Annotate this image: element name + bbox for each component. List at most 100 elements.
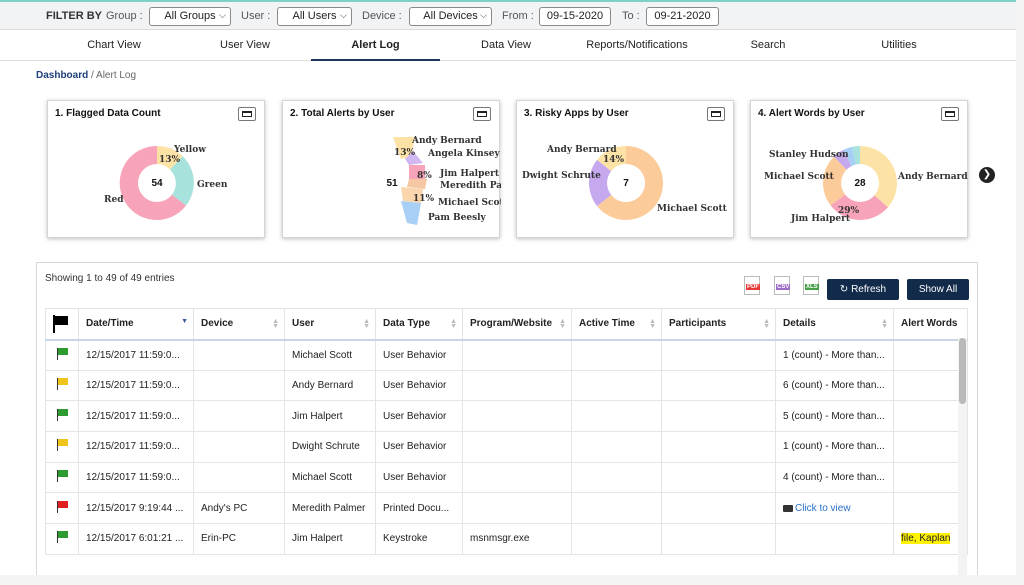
cell-datetime: 12/15/2017 11:59:0... bbox=[78, 339, 194, 371]
table-row[interactable]: 12/15/2017 11:59:0... Michael Scott User… bbox=[45, 339, 968, 371]
cell-details: 5 (count) - More than... bbox=[775, 400, 894, 433]
cell-details[interactable]: Click to view bbox=[775, 492, 894, 525]
cell-details: 1 (count) - More than... bbox=[775, 339, 894, 371]
legend-michael-scott: Michael Scott bbox=[438, 198, 501, 208]
cell-user: Jim Halpert bbox=[284, 523, 376, 555]
tab-chart-view[interactable]: Chart View bbox=[87, 39, 141, 51]
slice-jim-halpert bbox=[830, 194, 888, 220]
refresh-button[interactable]: ↻ Refresh bbox=[827, 279, 899, 300]
sort-icon: ▲ ▼ bbox=[450, 318, 457, 330]
cell-alert-words: file, Kaplan bbox=[893, 523, 968, 555]
cell-datetime: 12/15/2017 11:59:0... bbox=[78, 461, 194, 494]
table-row[interactable]: 12/15/2017 11:59:0... Jim Halpert User B… bbox=[45, 400, 968, 433]
sort-icon: ▲ ▼ bbox=[363, 318, 370, 330]
card-title: 2. Total Alerts by User bbox=[290, 108, 395, 119]
cell-details: 6 (count) - More than... bbox=[775, 369, 894, 402]
col-device[interactable]: Device ▲ ▼ bbox=[193, 308, 285, 341]
donut-center-value: 28 bbox=[854, 178, 866, 189]
col-data-type-label: Data Type bbox=[383, 318, 431, 330]
col-details[interactable]: Details ▲ ▼ bbox=[775, 308, 894, 341]
device-select[interactable]: All Devices ⌵ bbox=[409, 7, 492, 26]
user-label: User : bbox=[241, 10, 271, 22]
pdf-export-icon[interactable]: PDF bbox=[744, 276, 760, 295]
green-flag-icon bbox=[57, 470, 69, 483]
maximize-icon[interactable] bbox=[238, 107, 256, 121]
slice-dwight-schrute bbox=[589, 159, 612, 207]
cell-active-time bbox=[571, 431, 662, 463]
table-row[interactable]: 12/15/2017 11:59:0... Andy Bernard User … bbox=[45, 369, 968, 402]
cell-device bbox=[193, 400, 285, 433]
cell-user: Jim Halpert bbox=[284, 400, 376, 433]
maximize-icon[interactable] bbox=[941, 107, 959, 121]
tab-search[interactable]: Search bbox=[750, 39, 786, 51]
cell-data-type: User Behavior bbox=[375, 461, 463, 494]
col-user[interactable]: User ▲ ▼ bbox=[284, 308, 376, 341]
cell-alert-words bbox=[893, 339, 968, 371]
refresh-label: Refresh bbox=[851, 284, 887, 295]
cell-user: Andy Bernard bbox=[284, 369, 376, 402]
cell-data-type: Keystroke bbox=[375, 523, 463, 555]
cell-alert-words bbox=[893, 400, 968, 433]
scrollbar-thumb[interactable] bbox=[959, 338, 966, 404]
slice-green bbox=[170, 156, 194, 206]
col-alert-words[interactable]: Alert Words bbox=[893, 308, 968, 341]
xls-export-icon[interactable]: XLS bbox=[803, 276, 819, 295]
table-row[interactable]: 12/15/2017 11:59:0... Dwight Schrute Use… bbox=[45, 431, 968, 463]
tab-alert-log[interactable]: Alert Log bbox=[311, 31, 440, 61]
cell-datetime: 12/15/2017 11:59:0... bbox=[78, 369, 194, 402]
click-to-view-link[interactable]: Click to view bbox=[795, 502, 851, 514]
tab-utilities[interactable]: Utilities bbox=[881, 39, 917, 51]
chevron-right-icon[interactable]: ❯ bbox=[979, 167, 995, 183]
flag-icon bbox=[53, 314, 69, 333]
maximize-icon[interactable] bbox=[707, 107, 725, 121]
tab-user-view[interactable]: User View bbox=[220, 39, 270, 51]
col-program-label: Program/Website bbox=[470, 318, 553, 330]
user-select[interactable]: All Users ⌵ bbox=[277, 7, 352, 26]
cell-active-time bbox=[571, 369, 662, 402]
maximize-icon[interactable] bbox=[473, 107, 491, 121]
device-label: Device : bbox=[362, 10, 402, 22]
group-select[interactable]: All Groups ⌵ bbox=[149, 7, 231, 26]
csv-export-icon[interactable]: CSV bbox=[774, 276, 791, 295]
cell-active-time bbox=[571, 523, 662, 555]
alert-log-table: Date/Time ▼ Device ▲ ▼ User ▲ ▼ Data Type ▲ ▼ P… bbox=[45, 308, 968, 555]
window-edge bbox=[1016, 0, 1024, 585]
from-date-input[interactable]: 09-15-2020 bbox=[539, 7, 611, 26]
legend-jim-halpert: Jim Halpert bbox=[439, 169, 500, 179]
col-participants[interactable]: Participants ▲ ▼ bbox=[661, 308, 776, 341]
col-active-time[interactable]: Active Time ▲ ▼ bbox=[571, 308, 662, 341]
col-details-label: Details bbox=[783, 318, 816, 330]
table-row[interactable]: 12/15/2017 9:19:44 ... Andy's PC Meredit… bbox=[45, 492, 968, 525]
col-data-type[interactable]: Data Type ▲ ▼ bbox=[375, 308, 463, 341]
tab-data-view[interactable]: Data View bbox=[481, 39, 531, 51]
breadcrumb-dashboard[interactable]: Dashboard bbox=[36, 70, 89, 81]
slice-percent-29: 29% bbox=[838, 206, 860, 216]
cell-device bbox=[193, 369, 285, 402]
chevron-down-icon: ⌵ bbox=[480, 10, 487, 20]
slice-percent-13: 13% bbox=[394, 148, 416, 158]
sort-icon: ▲ ▼ bbox=[649, 318, 656, 330]
legend-meredith-palmer: Meredith Palm bbox=[440, 181, 501, 191]
show-all-button[interactable]: Show All bbox=[907, 279, 969, 300]
cell-alert-words bbox=[893, 369, 968, 402]
col-datetime-label: Date/Time bbox=[86, 318, 134, 330]
cell-participants bbox=[661, 400, 776, 433]
highlighted-alert-words: file, Kaplan bbox=[901, 533, 951, 545]
cell-datetime: 12/15/2017 9:19:44 ... bbox=[78, 492, 194, 525]
tab-reports-notifications[interactable]: Reports/Notifications bbox=[586, 39, 688, 51]
cell-participants bbox=[661, 492, 776, 525]
cell-datetime: 12/15/2017 6:01:21 ... bbox=[78, 523, 194, 555]
to-date-input[interactable]: 09-21-2020 bbox=[646, 7, 719, 26]
cell-user: Michael Scott bbox=[284, 461, 376, 494]
table-row[interactable]: 12/15/2017 6:01:21 ... Erin-PC Jim Halpe… bbox=[45, 523, 968, 555]
sort-icon: ▲ ▼ bbox=[559, 318, 566, 330]
donut-center-value: 51 bbox=[386, 178, 398, 189]
col-datetime[interactable]: Date/Time ▼ bbox=[78, 308, 194, 341]
col-program-website[interactable]: Program/Website ▲ ▼ bbox=[462, 308, 572, 341]
col-flag[interactable] bbox=[45, 308, 79, 341]
alert-log-panel: Showing 1 to 49 of 49 entries PDF CSV XL… bbox=[36, 262, 978, 585]
table-row[interactable]: 12/15/2017 11:59:0... Michael Scott User… bbox=[45, 461, 968, 494]
cell-user: Dwight Schrute bbox=[284, 431, 376, 463]
total-alerts-donut-chart: 51 Andy Bernard Angela Kinsey Jim Halper… bbox=[386, 136, 501, 225]
table-scrollbar[interactable] bbox=[958, 338, 967, 585]
